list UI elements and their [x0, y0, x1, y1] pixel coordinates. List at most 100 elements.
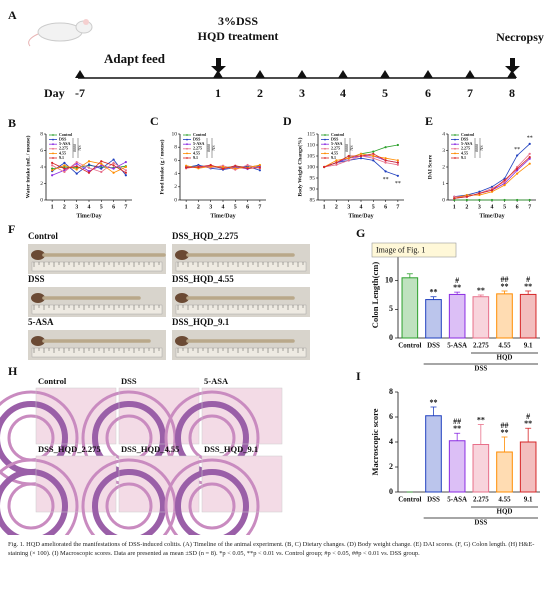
day-tick: 4 [340, 86, 346, 100]
x-tick-label: 7 [396, 204, 399, 210]
point [124, 171, 127, 174]
point [453, 197, 456, 200]
legend-marker [52, 152, 54, 155]
legend-label: Control [331, 132, 345, 137]
point [384, 159, 387, 162]
legend-label: 9.1 [193, 155, 198, 160]
group-label: HQD [497, 354, 513, 362]
point [234, 164, 237, 167]
x-tick-label: 2.275 [473, 342, 489, 350]
x-tick-label: 6 [516, 204, 519, 210]
histology-frame [35, 455, 117, 513]
x-axis-label: Time/Day [210, 213, 235, 219]
legend-marker [324, 147, 326, 150]
legend-marker [52, 134, 54, 136]
y-tick-label: 1 [442, 181, 445, 187]
point [396, 161, 399, 164]
point [503, 184, 506, 187]
x-tick-label: 6 [246, 204, 249, 210]
tick-triangle [423, 70, 433, 78]
x-tick-label: 2 [335, 204, 338, 210]
point [528, 162, 531, 165]
y-tick-label: 85 [310, 197, 316, 203]
significance: ## [501, 421, 509, 430]
tissue-ring [7, 482, 55, 530]
histology-frame [35, 387, 117, 445]
legend-marker [324, 157, 326, 159]
y-tick-label: 5 [389, 304, 393, 313]
point [347, 157, 350, 160]
point [100, 170, 103, 174]
y-tick-label: 0 [40, 197, 43, 203]
y-tick-label: 110 [307, 142, 315, 148]
tissue-ring [92, 469, 166, 535]
y-tick-label: 6 [389, 412, 393, 421]
x-tick-label: 5 [234, 204, 237, 210]
legend-marker [52, 147, 54, 150]
legend-note: NS [211, 145, 216, 150]
y-tick-label: 6 [40, 148, 43, 154]
point [372, 150, 375, 153]
histology-label: DSS_HQD_9.1 [204, 444, 258, 454]
day-tick: 7 [467, 86, 473, 100]
ruler [31, 347, 163, 358]
point [359, 152, 363, 155]
bar [425, 415, 442, 493]
point [465, 198, 468, 202]
histology-frame [201, 455, 283, 513]
significance: # [526, 412, 530, 421]
legend-marker [186, 143, 188, 146]
legend-marker [324, 143, 326, 146]
y-tick-label: 8 [40, 131, 43, 137]
y-tick-label: 105 [307, 153, 316, 159]
legend-label: 5-ASA [59, 141, 70, 146]
legend-marker [186, 152, 188, 155]
ruler [175, 347, 307, 358]
point [490, 189, 494, 192]
point [490, 187, 494, 190]
y-tick-label: 100 [307, 164, 316, 170]
bar [448, 293, 466, 339]
legend-marker [454, 143, 456, 146]
significance: ** [524, 282, 532, 291]
y-tick-label: 90 [310, 186, 316, 192]
x-tick-label: 4 [360, 204, 363, 210]
x-tick-label: 2 [465, 204, 468, 210]
legend-label: 4.55 [193, 150, 200, 155]
point [516, 154, 519, 157]
legend-note: NS [349, 145, 354, 150]
point [384, 170, 387, 173]
point [503, 177, 506, 180]
point [87, 160, 91, 163]
point [372, 159, 375, 162]
y-axis-label: Body Weight Change(%) [296, 137, 303, 196]
legend-marker [454, 147, 456, 150]
legend-label: 2.275 [59, 146, 68, 151]
point [100, 160, 103, 163]
point [258, 169, 261, 172]
day-tick: 1 [215, 86, 221, 100]
y-tick-label: 4 [174, 171, 177, 177]
point [372, 152, 375, 155]
day-label: Day [44, 86, 65, 100]
legend-label: 4.55 [331, 150, 338, 155]
point [478, 190, 481, 193]
legend-note: NS [77, 145, 82, 150]
day-tick: 8 [509, 86, 515, 100]
x-tick-label: 9.1 [524, 342, 533, 350]
photo-label: DSS_HQD_2.275 [172, 231, 239, 241]
panel-letter: C [150, 114, 159, 128]
significance: # [526, 275, 530, 284]
point [75, 162, 78, 165]
bar [472, 444, 490, 493]
y-tick-label: 2 [174, 184, 177, 190]
point [51, 161, 54, 164]
point [384, 157, 387, 160]
panel-letter: H [8, 364, 18, 378]
point [528, 152, 531, 155]
point [503, 179, 506, 182]
histology-frame [118, 455, 200, 513]
legend-marker [52, 138, 54, 141]
significance: ** [501, 428, 509, 437]
